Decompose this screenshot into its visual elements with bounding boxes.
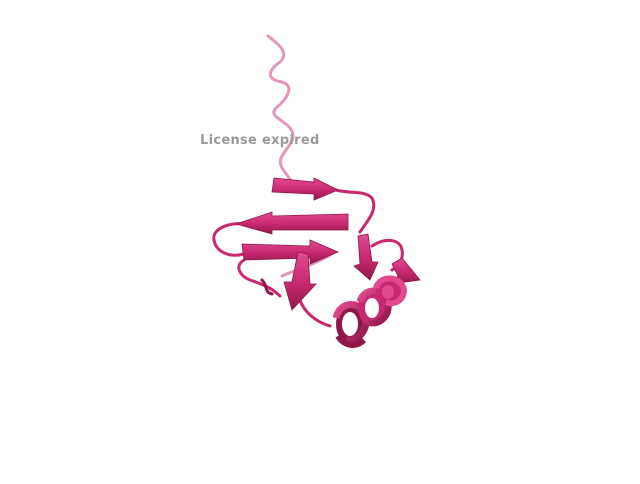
beta-strand-3	[241, 239, 340, 265]
alpha-helix	[332, 275, 408, 348]
license-watermark: License expired	[200, 133, 320, 148]
beta-strand-5	[353, 233, 379, 281]
loop-7	[260, 278, 274, 296]
beta-strand-6	[391, 257, 421, 285]
loop-1	[334, 188, 376, 234]
loop-2	[212, 222, 248, 257]
n-terminal-tail	[266, 34, 295, 182]
beta-strand-4	[283, 251, 317, 311]
beta-strand-1	[271, 177, 339, 201]
beta-strand-2	[234, 211, 349, 235]
loop-3	[237, 258, 282, 298]
loop-4	[298, 298, 332, 328]
